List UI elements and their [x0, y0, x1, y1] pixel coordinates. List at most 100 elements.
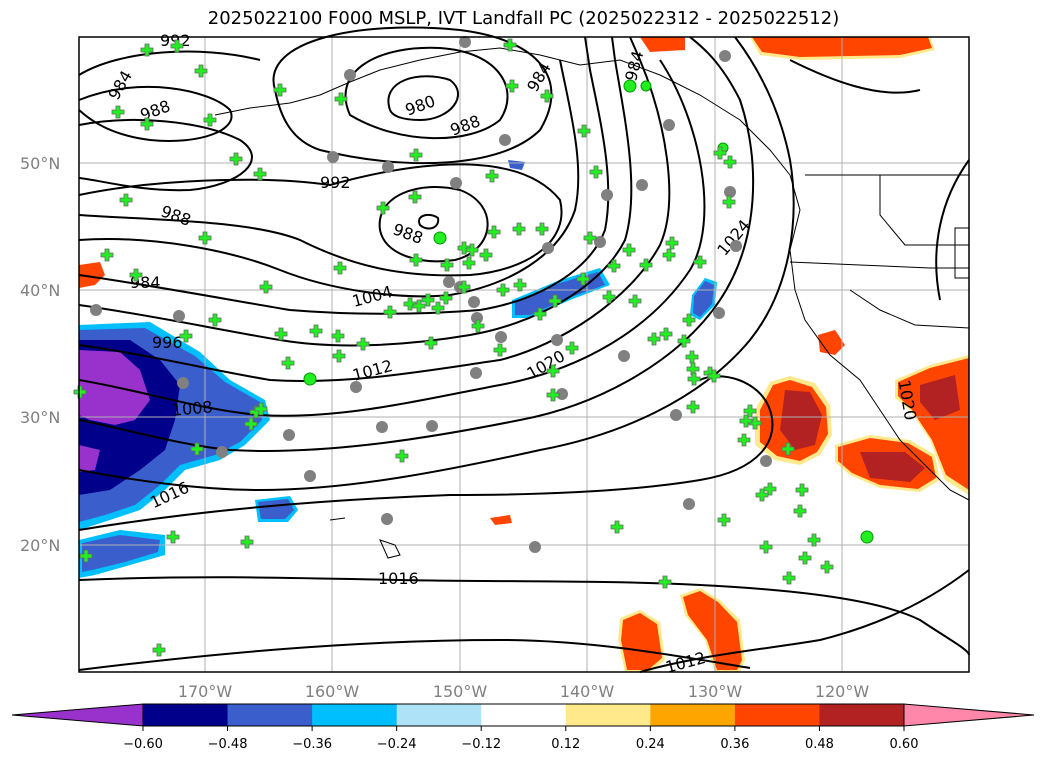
station-cross-marker — [743, 404, 757, 418]
station-cross-marker — [462, 256, 476, 270]
station-cross-marker — [457, 241, 471, 255]
station-cross-marker — [755, 488, 769, 502]
colorbar-segment — [819, 704, 905, 726]
station-cross-marker — [622, 243, 636, 257]
colorbar: −0.60 −0.48 −0.36 −0.24 −0.12 0.12 0.24 0.36 0.4… — [11, 703, 1035, 752]
station-cross-marker — [471, 319, 485, 333]
station-cross-marker — [548, 294, 562, 308]
station-cross-marker — [723, 155, 737, 169]
lon-label: 160°W — [305, 682, 360, 701]
station-cross-marker — [535, 222, 549, 236]
station-cross-marker — [309, 324, 323, 338]
station-cross-marker — [170, 39, 184, 53]
green-markers — [303, 79, 874, 544]
station-cross-marker — [73, 385, 87, 399]
station-cross-marker — [795, 483, 809, 497]
colorbar-frame — [142, 703, 905, 727]
lon-label: 170°W — [178, 682, 233, 701]
station-cross-marker — [576, 272, 590, 286]
station-cross-marker — [332, 349, 346, 363]
lon-label: 140°W — [560, 682, 615, 701]
station-cross-marker — [713, 146, 727, 160]
colorbar-tick-label: −0.36 — [292, 737, 332, 752]
colorbar-segment — [312, 704, 398, 726]
station-cross-marker — [111, 105, 125, 119]
station-cross-marker — [686, 400, 700, 414]
station-cross-marker — [503, 38, 517, 52]
station-cross-marker — [782, 571, 796, 585]
lat-label: 20°N — [20, 536, 60, 555]
contour-label: 1016 — [378, 569, 419, 588]
colorbar-tick-label: −0.12 — [461, 737, 501, 752]
colorbar-tick-label: 0.36 — [720, 737, 749, 752]
negative-pc-shading — [79, 160, 717, 578]
station-cross-marker — [677, 334, 691, 348]
station-cross-marker — [628, 294, 642, 308]
colorbar-segment — [143, 704, 229, 726]
positive-pc-shading — [490, 37, 969, 672]
station-cross-marker — [722, 195, 736, 209]
station-cross-marker — [439, 291, 453, 305]
station-cross-marker — [540, 89, 554, 103]
station-cross-marker — [129, 268, 143, 282]
colorbar-tick-label: −0.48 — [208, 737, 248, 752]
contour-labels: 992 984 988 980 988 984 984 992 988 984 … — [104, 31, 920, 677]
station-cross-marker — [331, 329, 345, 343]
station-cross-marker — [687, 372, 701, 386]
colorbar-tick-label: 0.24 — [636, 737, 665, 752]
station-cross-marker — [194, 64, 208, 78]
station-cross-marker — [244, 417, 258, 431]
lat-label: 40°N — [20, 281, 60, 300]
station-cross-marker — [589, 165, 603, 179]
station-cross-marker — [512, 222, 526, 236]
station-cross-marker — [240, 535, 254, 549]
station-cross-marker — [395, 449, 409, 463]
colorbar-segment — [650, 704, 736, 726]
station-cross-marker — [273, 83, 287, 97]
longitude-labels: 170°W 160°W 150°W 140°W 130°W 120°W — [178, 682, 870, 701]
station-cross-marker — [166, 530, 180, 544]
station-cross-marker — [577, 124, 591, 138]
station-cross-marker — [583, 231, 597, 245]
contour-label: 1008 — [171, 397, 213, 419]
station-cross-marker — [658, 575, 672, 589]
station-cross-marker — [383, 305, 397, 319]
station-cross-marker — [334, 92, 348, 106]
station-cross-marker — [546, 364, 560, 378]
station-cross-marker — [140, 43, 154, 57]
station-cross-marker — [487, 225, 501, 239]
station-cross-marker — [793, 504, 807, 518]
station-cross-marker — [421, 293, 435, 307]
colorbar-tick-label: −0.60 — [123, 737, 163, 752]
station-cross-marker — [662, 248, 676, 262]
station-cross-marker — [412, 299, 426, 313]
station-cross-marker — [281, 356, 295, 370]
station-cross-marker — [203, 113, 217, 127]
contour-label: 996 — [152, 333, 183, 352]
station-cross-marker — [533, 307, 547, 321]
lon-label: 150°W — [433, 682, 488, 701]
station-cross-marker — [717, 513, 731, 527]
colorbar-segment — [227, 704, 313, 726]
station-cross-marker — [607, 259, 621, 273]
station-cross-marker — [179, 329, 193, 343]
station-cross-marker — [440, 258, 454, 272]
gray-markers — [90, 36, 772, 553]
station-cross-marker — [259, 280, 273, 294]
latitude-labels: 50°N 40°N 30°N 20°N — [20, 154, 60, 555]
station-cross-marker — [229, 152, 243, 166]
station-cross-marker — [79, 549, 93, 563]
map-frame — [78, 36, 970, 673]
station-cross-marker — [408, 190, 422, 204]
station-cross-marker — [693, 255, 707, 269]
station-cross-marker — [409, 253, 423, 267]
station-cross-marker — [493, 343, 507, 357]
colorbar-segment — [481, 704, 567, 726]
colorbar-tick-label: 0.12 — [551, 737, 580, 752]
station-cross-marker — [505, 79, 519, 93]
station-cross-marker — [763, 482, 777, 496]
station-cross-marker — [424, 336, 438, 350]
colorbar-tick-label: 0.60 — [890, 737, 919, 752]
green-cross-markers — [73, 38, 834, 657]
station-cross-marker — [737, 433, 751, 447]
